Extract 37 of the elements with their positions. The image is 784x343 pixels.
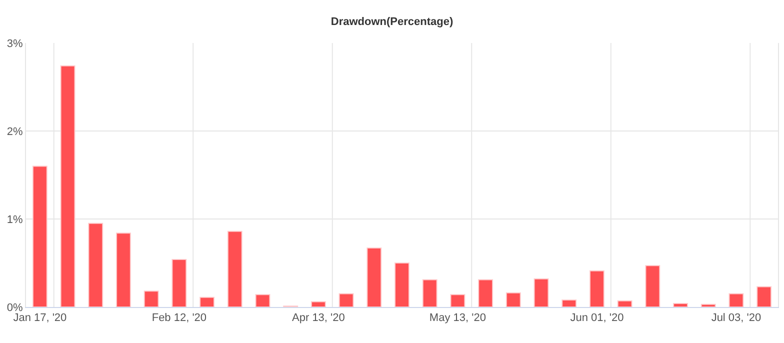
bar	[450, 294, 466, 307]
x-tick-label: Jul 03, '20	[711, 312, 762, 324]
bar	[728, 293, 744, 307]
bar	[506, 292, 521, 307]
bar	[338, 293, 354, 307]
bar	[394, 262, 410, 307]
bar	[617, 300, 632, 307]
bar	[116, 232, 131, 307]
bar	[310, 301, 326, 307]
bar	[227, 230, 242, 307]
y-tick-label: 2%	[6, 126, 24, 138]
chart-title: Drawdown(Percentage)	[330, 16, 454, 28]
bar	[590, 270, 604, 307]
x-tick-label: Jun 01, '20	[570, 312, 624, 324]
x-tick-label: Apr 13, '20	[292, 312, 345, 324]
x-tick-label: Jan 17, '20	[13, 312, 67, 324]
bar	[88, 222, 104, 307]
bar	[200, 296, 214, 307]
bar	[534, 278, 549, 307]
bar	[366, 248, 382, 307]
bar	[673, 302, 688, 307]
bar	[478, 279, 494, 307]
bar	[60, 65, 76, 307]
bar	[422, 279, 438, 307]
x-tick-label: May 13, '20	[429, 312, 486, 324]
bar	[144, 290, 159, 307]
bar	[32, 166, 48, 307]
y-tick-label: 1%	[6, 214, 24, 226]
bar	[255, 294, 270, 307]
bar	[645, 265, 660, 307]
y-tick-label: 3%	[6, 38, 24, 50]
bar	[756, 286, 772, 307]
bar	[562, 299, 577, 307]
bar	[172, 258, 187, 307]
y-tick-label: 0%	[6, 302, 24, 314]
bar	[700, 304, 716, 307]
x-tick-label: Feb 12, '20	[152, 312, 207, 324]
